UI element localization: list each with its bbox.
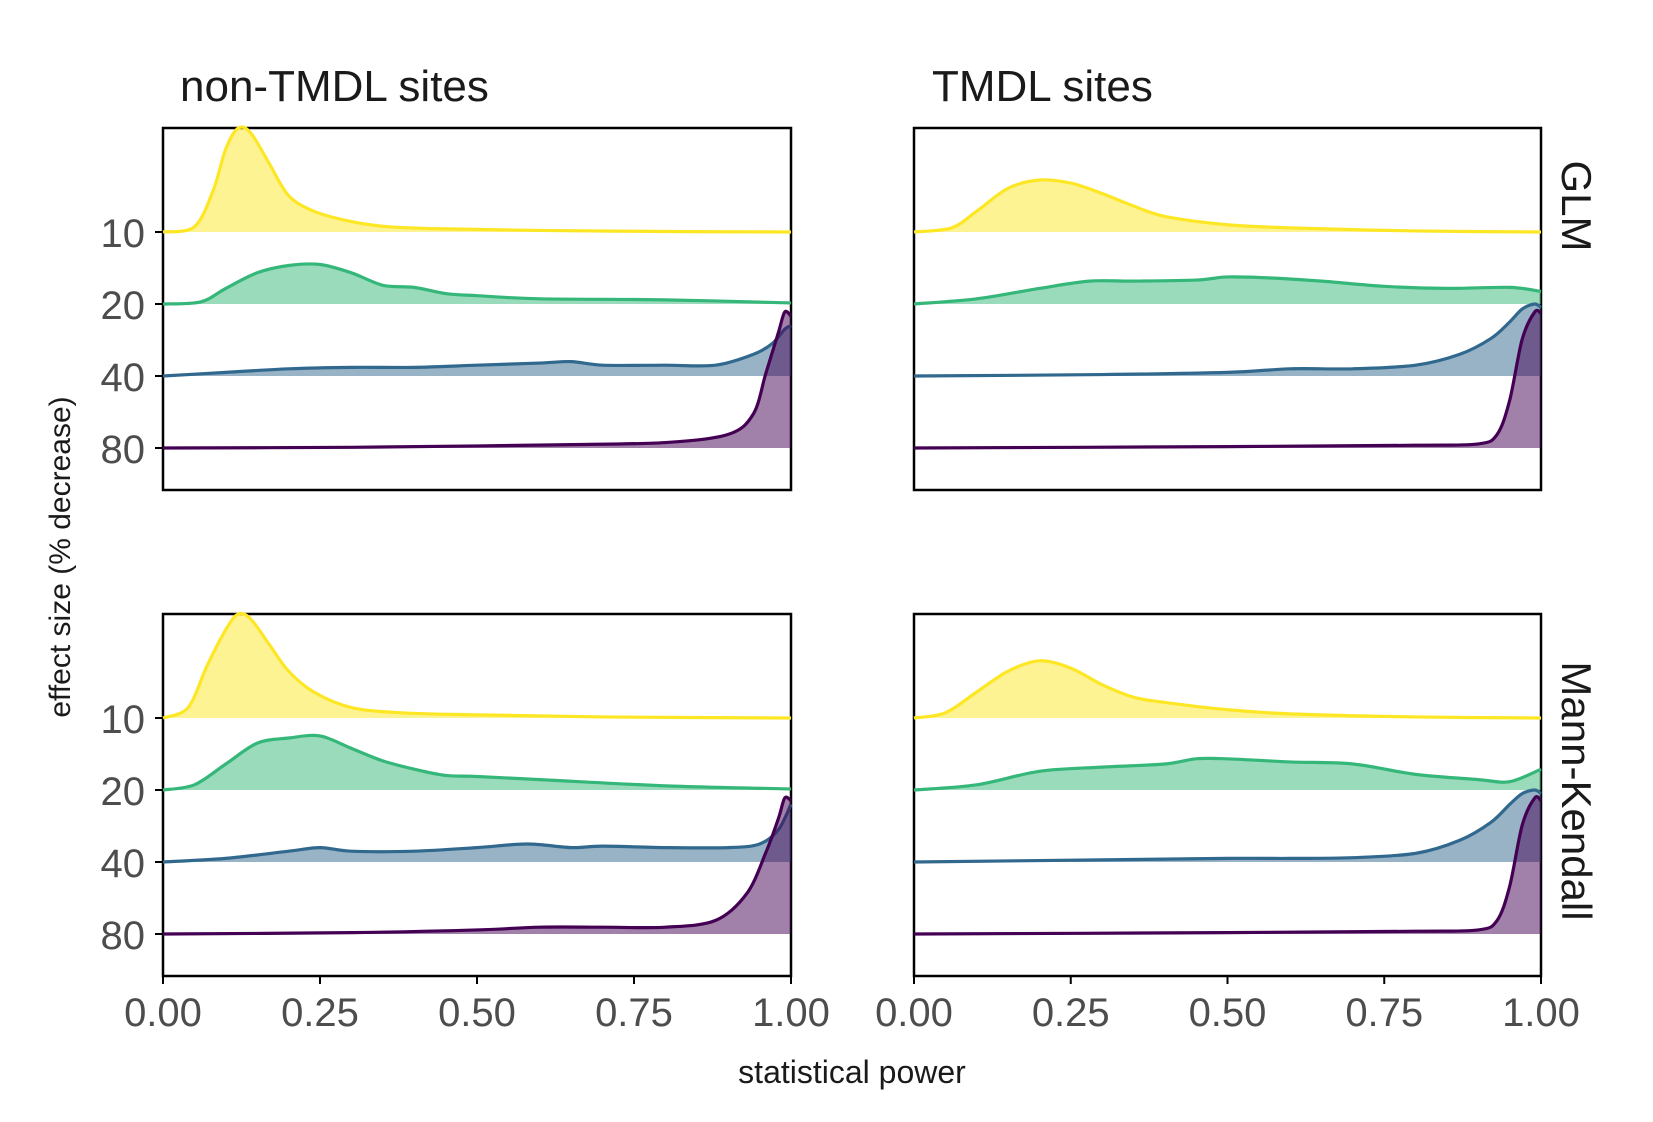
row-strip-glm: GLM	[1553, 160, 1600, 251]
panel: 0.00 0.25 0.50 0.75 1.00	[875, 612, 1580, 1035]
x-tick-label: 1.00	[1502, 991, 1580, 1035]
ridge-line-80	[913, 308, 1542, 450]
row-strip-mann-kendall: Mann-Kendall	[1553, 661, 1600, 920]
column-title-tmdl: TMDL sites	[932, 62, 1153, 111]
x-tick-label: 0.00	[124, 991, 202, 1035]
ridge-line-20	[913, 275, 1542, 306]
x-tick-label: 0.50	[438, 991, 516, 1035]
ridge-line-40	[162, 324, 792, 378]
ridge-area-20	[163, 263, 791, 304]
x-tick-label: 0.75	[595, 991, 673, 1035]
ridge-line-20	[162, 733, 792, 792]
ridge-area-10	[914, 179, 1541, 232]
ridge-line-40	[913, 302, 1542, 378]
ridge-area-10	[914, 660, 1541, 718]
x-axis-label: statistical power	[738, 1054, 966, 1090]
ridge-line-80	[913, 795, 1543, 936]
ridge-area-10	[163, 613, 791, 718]
ridge-area-10	[163, 126, 791, 232]
ridge-line-10	[913, 178, 1542, 234]
y-tick-label: 10	[101, 212, 146, 256]
panel: 10 20 40 80	[101, 125, 793, 492]
y-tick-label: 20	[101, 284, 146, 328]
x-tick-label: 0.00	[875, 991, 953, 1035]
panel: 10 20 40 80 0.00 0.25 0.50 0.75 1.00	[101, 611, 830, 1035]
panel-frame	[161, 126, 793, 492]
ridge-line-10	[162, 611, 792, 720]
y-tick-label: 20	[101, 770, 146, 814]
y-tick-label: 40	[101, 356, 146, 400]
ridge-line-80	[162, 795, 792, 936]
ridge-line-40	[162, 803, 793, 864]
y-tick-label: 80	[101, 428, 146, 472]
x-tick-label: 1.00	[752, 991, 830, 1035]
ridge-line-20	[162, 262, 792, 306]
ridge-line-10	[162, 125, 792, 234]
ridge-line-40	[913, 788, 1542, 864]
ridge-area-40	[914, 303, 1541, 376]
ridge-area-80	[163, 797, 791, 934]
column-title-non-tmdl: non-TMDL sites	[180, 62, 489, 111]
y-tick-label: 10	[101, 698, 146, 742]
y-tick-label: 80	[101, 914, 146, 958]
panel	[912, 126, 1543, 492]
x-tick-label: 0.25	[281, 991, 359, 1035]
ridge-line-20	[913, 756, 1542, 792]
ridge-line-80	[162, 309, 793, 450]
ridge-line-10	[913, 659, 1542, 720]
y-axis-label: effect size (% decrease)	[44, 396, 77, 717]
ridge-area-40	[914, 790, 1541, 862]
x-tick-label: 0.75	[1345, 991, 1423, 1035]
y-tick-label: 40	[101, 842, 146, 886]
x-tick-label: 0.50	[1189, 991, 1267, 1035]
ridge-area-20	[914, 758, 1541, 790]
ridge-area-20	[163, 735, 791, 790]
x-tick-label: 0.25	[1032, 991, 1110, 1035]
